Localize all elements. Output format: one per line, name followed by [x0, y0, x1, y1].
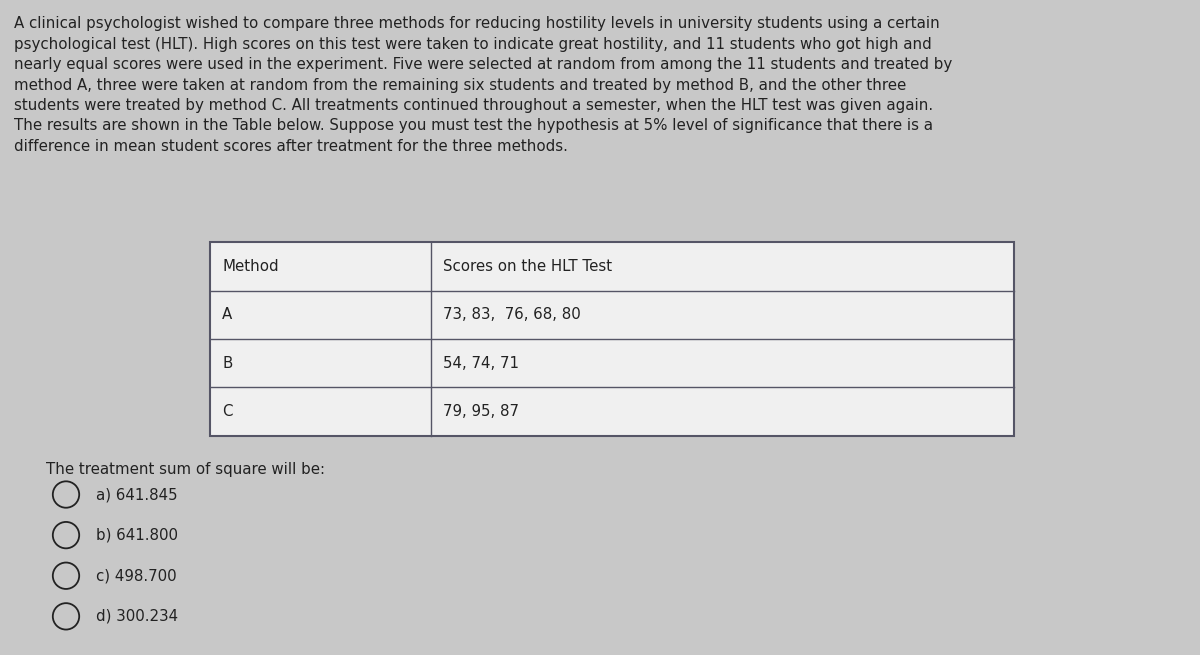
Text: B: B: [222, 356, 233, 371]
Text: Method: Method: [222, 259, 278, 274]
Text: C: C: [222, 404, 233, 419]
Text: Scores on the HLT Test: Scores on the HLT Test: [443, 259, 612, 274]
Text: 54, 74, 71: 54, 74, 71: [443, 356, 520, 371]
Text: c) 498.700: c) 498.700: [96, 569, 176, 583]
Text: A: A: [222, 307, 233, 322]
Text: 73, 83,  76, 68, 80: 73, 83, 76, 68, 80: [443, 307, 581, 322]
Text: A clinical psychologist wished to compare three methods for reducing hostility l: A clinical psychologist wished to compar…: [14, 16, 953, 154]
Text: d) 300.234: d) 300.234: [96, 609, 178, 624]
Bar: [210, 242, 1014, 436]
Text: b) 641.800: b) 641.800: [96, 528, 178, 542]
Text: 79, 95, 87: 79, 95, 87: [443, 404, 520, 419]
Text: a) 641.845: a) 641.845: [96, 487, 178, 502]
Text: The treatment sum of square will be:: The treatment sum of square will be:: [46, 462, 324, 477]
